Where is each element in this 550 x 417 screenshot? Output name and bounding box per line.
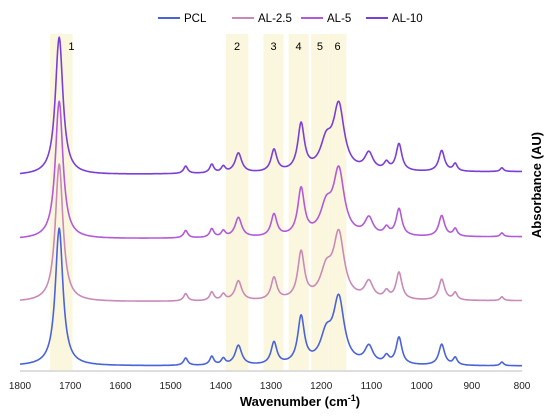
x-axis-title-superscript: -1 bbox=[348, 393, 356, 403]
band-label-1: 1 bbox=[68, 41, 74, 53]
x-tick-1400: 1400 bbox=[210, 381, 233, 392]
band-label-4: 4 bbox=[296, 41, 302, 53]
band-label-3: 3 bbox=[270, 41, 276, 53]
series-line-PCL bbox=[19, 227, 523, 367]
x-tick-1700: 1700 bbox=[59, 381, 82, 392]
legend-label-AL-2.5: AL-2.5 bbox=[258, 13, 292, 25]
x-axis-title: Wavenumber (cm-1) bbox=[240, 393, 360, 409]
legend: PCL AL-2.5 AL-5 AL-10 bbox=[158, 13, 423, 25]
band-5 bbox=[311, 34, 329, 370]
band-label-2: 2 bbox=[234, 41, 240, 53]
band-label-5: 5 bbox=[317, 41, 323, 53]
x-tick-1100: 1100 bbox=[361, 381, 383, 392]
x-tick-1600: 1600 bbox=[109, 381, 132, 392]
y-axis-title: Absorbance (AU) bbox=[529, 132, 544, 238]
x-tick-1300: 1300 bbox=[260, 381, 283, 392]
series-line-AL-10 bbox=[19, 36, 523, 175]
series-line-AL-2.5 bbox=[19, 163, 523, 302]
legend-label-AL-10: AL-10 bbox=[392, 13, 423, 25]
x-axis-title-main: Wavenumber (cm bbox=[240, 394, 348, 409]
x-tick-800: 800 bbox=[514, 381, 531, 392]
legend-label-AL-5: AL-5 bbox=[327, 13, 351, 25]
legend-label-PCL: PCL bbox=[184, 13, 207, 25]
band-3 bbox=[263, 34, 284, 370]
band-label-6: 6 bbox=[334, 41, 340, 53]
x-axis-title-tail: ) bbox=[356, 394, 360, 409]
x-tick-1000: 1000 bbox=[410, 381, 433, 392]
x-tick-labels: 1800 1700 1600 1500 1400 1300 1200 1100 1000 900 8… bbox=[9, 381, 531, 392]
series-line-AL-5 bbox=[19, 100, 523, 239]
x-tick-1800: 1800 bbox=[9, 381, 32, 392]
band-2 bbox=[225, 34, 249, 370]
x-tick-1500: 1500 bbox=[159, 381, 182, 392]
x-tick-900: 900 bbox=[463, 381, 480, 392]
spectra-lines bbox=[19, 36, 523, 367]
x-tick-1200: 1200 bbox=[310, 381, 333, 392]
